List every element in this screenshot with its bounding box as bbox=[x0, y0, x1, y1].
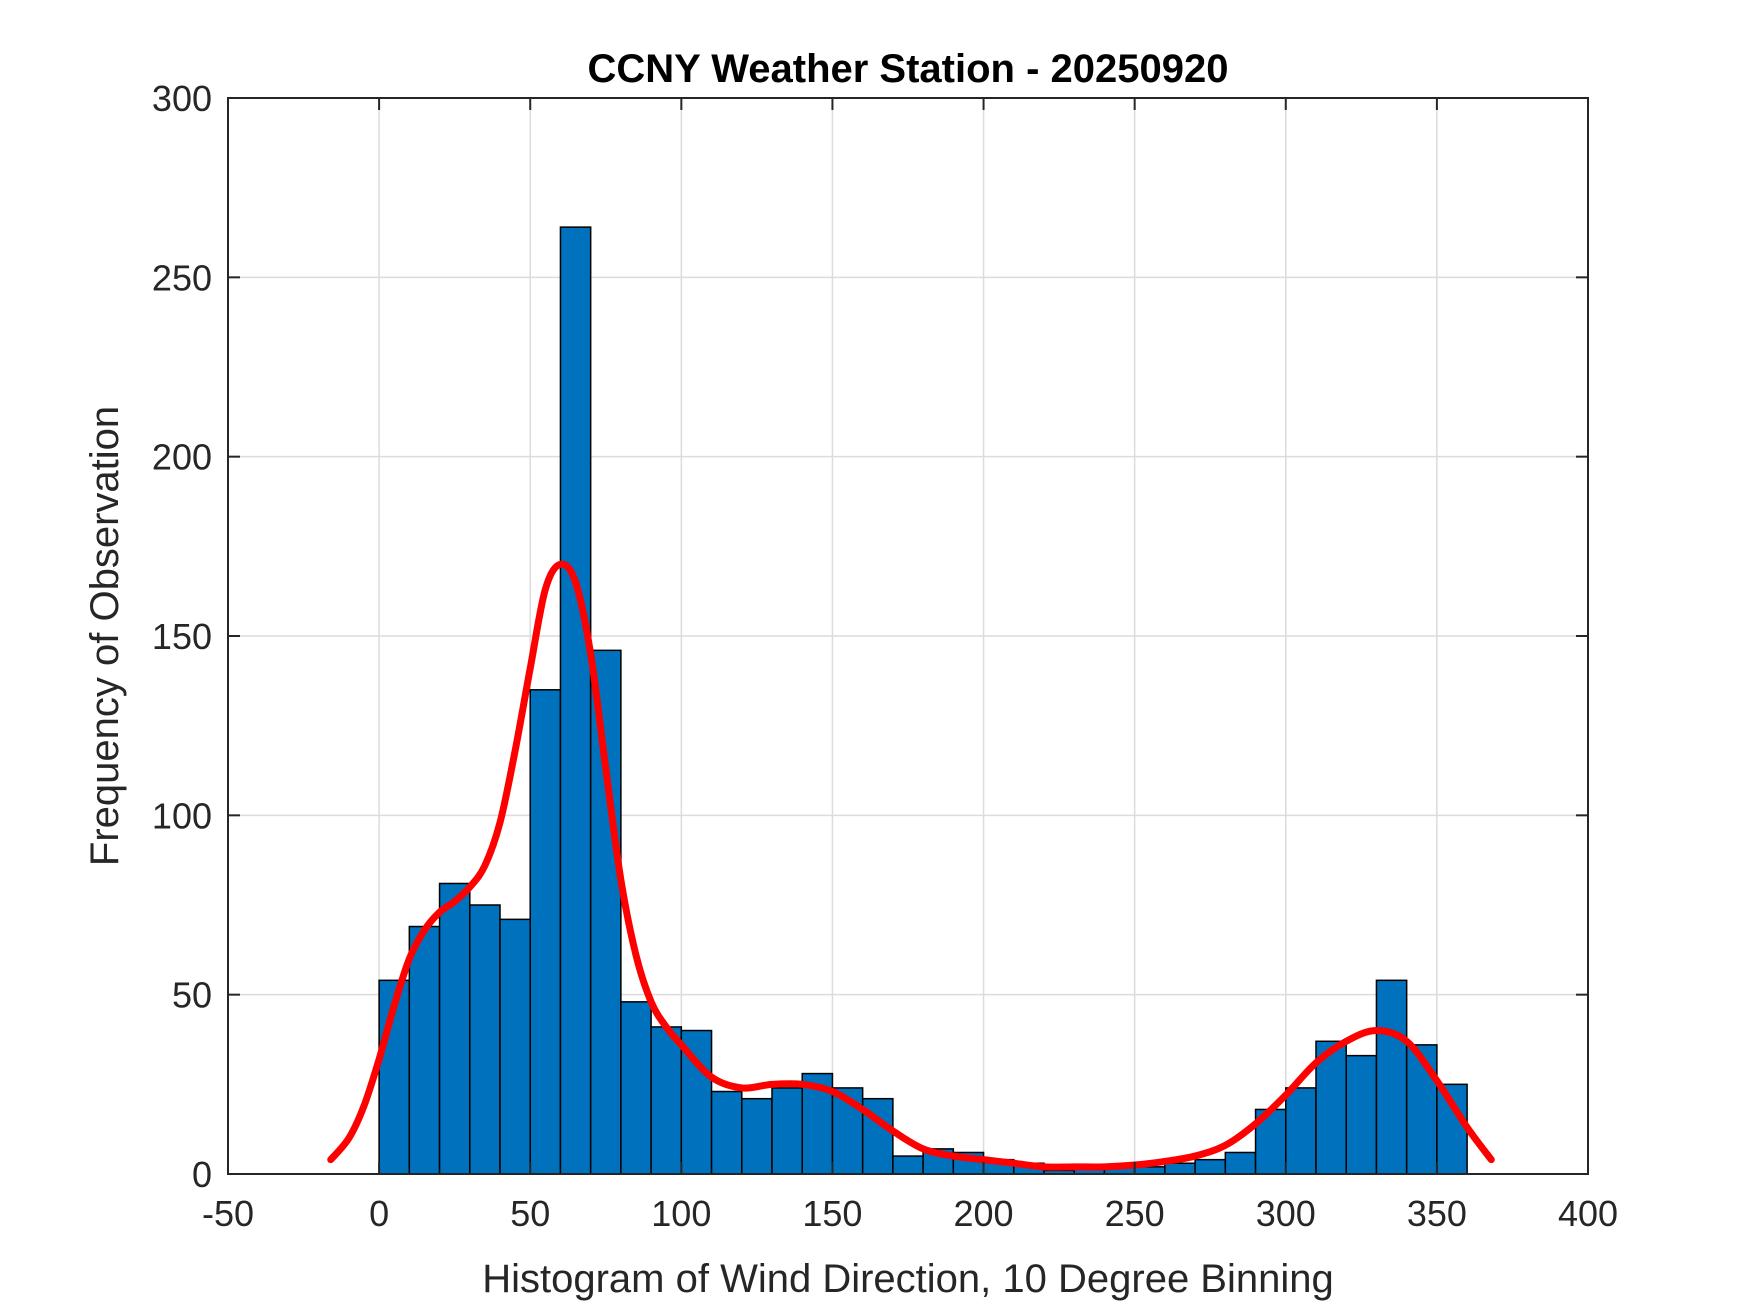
x-tick-label: 100 bbox=[651, 1193, 711, 1234]
histogram-bar bbox=[771, 1087, 803, 1175]
histogram-bar bbox=[892, 1155, 924, 1175]
x-tick-label: 400 bbox=[1558, 1193, 1618, 1234]
histogram-bar bbox=[408, 925, 441, 1175]
x-tick-label: 150 bbox=[802, 1193, 862, 1234]
histogram-bar bbox=[1405, 1044, 1438, 1175]
x-tick-label: 350 bbox=[1407, 1193, 1467, 1234]
histogram-bar bbox=[438, 882, 471, 1175]
x-tick-label: 250 bbox=[1105, 1193, 1165, 1234]
histogram-bar bbox=[499, 918, 531, 1175]
histogram-bar bbox=[1315, 1040, 1347, 1175]
histogram-bar bbox=[529, 689, 562, 1175]
x-tick-label: 50 bbox=[510, 1193, 550, 1234]
y-tick-label: 150 bbox=[152, 616, 212, 657]
histogram-bar bbox=[559, 226, 592, 1175]
density-curve bbox=[327, 560, 1495, 1171]
histogram-bar bbox=[710, 1090, 743, 1175]
x-tick-label: 0 bbox=[369, 1193, 389, 1234]
histogram-bar bbox=[1285, 1087, 1317, 1175]
density-curve-layer bbox=[327, 560, 1495, 1171]
histogram-bar bbox=[1224, 1151, 1257, 1175]
histogram-bar bbox=[589, 649, 622, 1175]
x-tick-labels: -50 0 50 100 150 200 250 300 350 400 bbox=[202, 1193, 1618, 1234]
axes-area: -50 0 50 100 150 200 250 300 350 400 050100150200… bbox=[152, 78, 1618, 1234]
x-tick-label: 200 bbox=[954, 1193, 1014, 1234]
x-axis-label: Histogram of Wind Direction, 10 Degree B… bbox=[482, 1257, 1334, 1301]
histogram-bar bbox=[861, 1097, 894, 1175]
histogram-bars bbox=[378, 226, 1468, 1175]
histogram-bar bbox=[1375, 979, 1408, 1175]
y-tick-label: 100 bbox=[152, 795, 212, 836]
y-tick-labels: 0 50 100 150 200 250 300 bbox=[152, 78, 212, 1195]
y-axis-label: Frequency of Observation bbox=[83, 406, 127, 866]
histogram-bar bbox=[1194, 1158, 1227, 1175]
histogram-bar bbox=[469, 904, 501, 1175]
y-tick-label: 0 bbox=[192, 1154, 212, 1195]
y-tick-label: 50 bbox=[172, 975, 212, 1016]
y-tick-label: 300 bbox=[152, 78, 212, 119]
x-tick-label: -50 bbox=[202, 1193, 254, 1234]
x-tick-label: 300 bbox=[1256, 1193, 1316, 1234]
histogram-bar bbox=[1345, 1054, 1378, 1175]
histogram-bar bbox=[650, 1026, 683, 1175]
y-tick-label: 250 bbox=[152, 257, 212, 298]
histogram-bar bbox=[620, 1001, 652, 1175]
axis-ticks bbox=[227, 97, 1589, 1175]
histogram-bar bbox=[1164, 1162, 1196, 1175]
y-tick-label: 200 bbox=[152, 437, 212, 478]
histogram-bar bbox=[741, 1097, 773, 1175]
chart-title: CCNY Weather Station - 20250920 bbox=[588, 47, 1229, 91]
